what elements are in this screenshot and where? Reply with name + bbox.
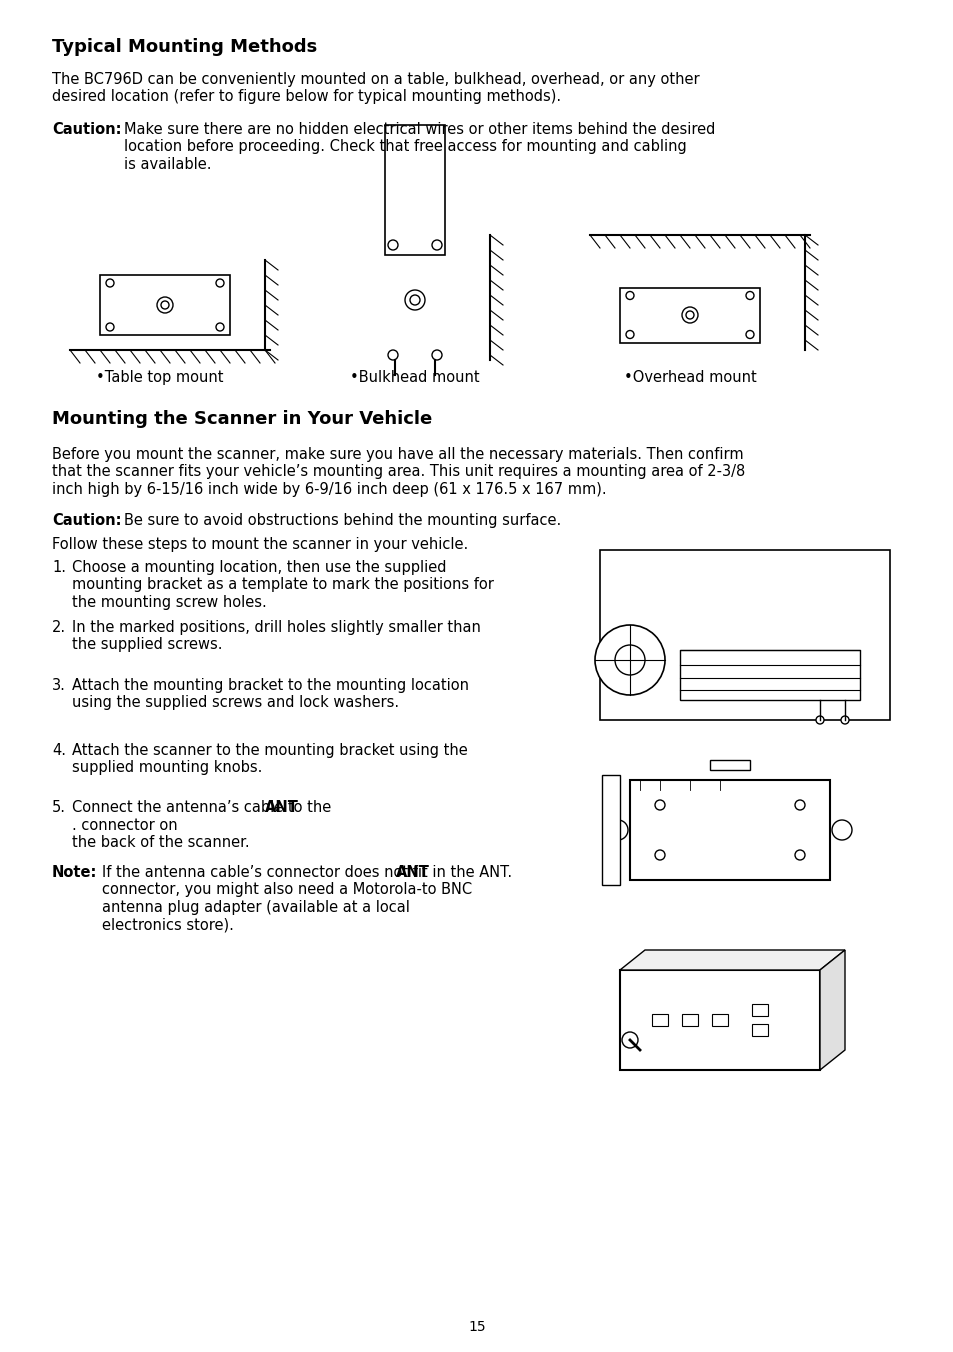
Bar (385, 124, 444, 256)
Circle shape (745, 330, 753, 338)
Bar (619, 969, 820, 1069)
Bar (651, 1014, 667, 1026)
Circle shape (106, 279, 113, 287)
Text: 4.: 4. (52, 744, 66, 758)
Text: Note:: Note: (52, 865, 97, 880)
Circle shape (815, 717, 823, 725)
Circle shape (841, 717, 848, 725)
Bar (681, 1014, 698, 1026)
Text: Be sure to avoid obstructions behind the mounting surface.: Be sure to avoid obstructions behind the… (124, 512, 560, 529)
Text: If the antenna cable’s connector does not fit in the ANT.
connector, you might a: If the antenna cable’s connector does no… (102, 865, 512, 932)
Circle shape (161, 301, 169, 310)
Circle shape (388, 350, 397, 360)
Circle shape (625, 330, 634, 338)
Circle shape (405, 289, 424, 310)
Circle shape (745, 292, 753, 300)
Circle shape (681, 307, 698, 323)
Polygon shape (619, 950, 844, 969)
Circle shape (595, 625, 664, 695)
Circle shape (655, 850, 664, 860)
Text: •Table top mount: •Table top mount (96, 370, 224, 385)
Text: •Overhead mount: •Overhead mount (623, 370, 756, 385)
Circle shape (685, 311, 693, 319)
Text: ANT: ANT (395, 865, 430, 880)
Text: Before you mount the scanner, make sure you have all the necessary materials. Th: Before you mount the scanner, make sure … (52, 448, 744, 496)
Circle shape (621, 1032, 638, 1048)
Text: Make sure there are no hidden electrical wires or other items behind the desired: Make sure there are no hidden electrical… (124, 122, 715, 172)
Text: Attach the mounting bracket to the mounting location
using the supplied screws a: Attach the mounting bracket to the mount… (71, 677, 469, 710)
Text: Follow these steps to mount the scanner in your vehicle.: Follow these steps to mount the scanner … (52, 537, 468, 552)
Bar (599, 550, 889, 721)
Circle shape (607, 821, 627, 840)
Text: 3.: 3. (52, 677, 66, 694)
Circle shape (432, 241, 441, 250)
Text: In the marked positions, drill holes slightly smaller than
the supplied screws.: In the marked positions, drill holes sli… (71, 621, 480, 653)
Circle shape (106, 323, 113, 331)
Text: Mounting the Scanner in Your Vehicle: Mounting the Scanner in Your Vehicle (52, 410, 432, 429)
Text: . connector on
the back of the scanner.: . connector on the back of the scanner. (71, 818, 250, 850)
Text: 5.: 5. (52, 800, 66, 815)
Circle shape (625, 292, 634, 300)
Text: Typical Mounting Methods: Typical Mounting Methods (52, 38, 317, 55)
Text: Attach the scanner to the mounting bracket using the
supplied mounting knobs.: Attach the scanner to the mounting brack… (71, 744, 467, 776)
Text: Connect the antenna’s cable to the: Connect the antenna’s cable to the (71, 800, 335, 815)
Circle shape (831, 821, 851, 840)
Bar (711, 1014, 727, 1026)
Polygon shape (820, 950, 844, 1069)
Bar (629, 780, 829, 880)
Bar (619, 288, 760, 342)
Circle shape (410, 295, 419, 306)
Circle shape (615, 645, 644, 675)
Text: ANT: ANT (264, 800, 298, 815)
Text: •Bulkhead mount: •Bulkhead mount (350, 370, 479, 385)
Bar (679, 650, 859, 700)
Text: Choose a mounting location, then use the supplied
mounting bracket as a template: Choose a mounting location, then use the… (71, 560, 494, 610)
Circle shape (432, 350, 441, 360)
Circle shape (215, 323, 224, 331)
Bar (751, 1023, 767, 1036)
Text: 1.: 1. (52, 560, 66, 575)
Circle shape (388, 241, 397, 250)
Circle shape (215, 279, 224, 287)
Text: Caution:: Caution: (52, 122, 121, 137)
Bar (100, 274, 230, 335)
Bar (709, 760, 749, 771)
Bar (601, 775, 619, 886)
Bar (751, 1005, 767, 1015)
Text: Caution:: Caution: (52, 512, 121, 529)
Text: 15: 15 (468, 1320, 485, 1334)
Circle shape (794, 850, 804, 860)
Circle shape (655, 800, 664, 810)
Circle shape (794, 800, 804, 810)
Text: The BC796D can be conveniently mounted on a table, bulkhead, overhead, or any ot: The BC796D can be conveniently mounted o… (52, 72, 699, 104)
Circle shape (157, 297, 172, 314)
Text: 2.: 2. (52, 621, 66, 635)
